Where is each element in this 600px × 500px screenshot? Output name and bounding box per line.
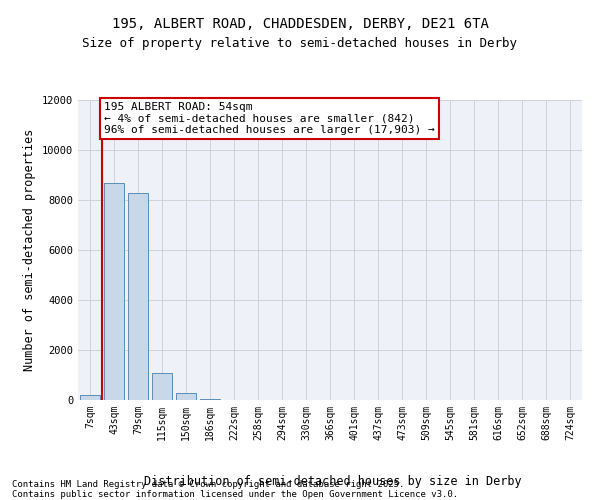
Bar: [128, 192, 148, 400]
Text: 195 ALBERT ROAD: 54sqm
← 4% of semi-detached houses are smaller (842)
96% of sem: 195 ALBERT ROAD: 54sqm ← 4% of semi-deta…: [104, 102, 434, 134]
Bar: [104, 182, 124, 400]
Bar: [152, 372, 172, 400]
Text: 195, ALBERT ROAD, CHADDESDEN, DERBY, DE21 6TA: 195, ALBERT ROAD, CHADDESDEN, DERBY, DE2…: [112, 18, 488, 32]
Text: Size of property relative to semi-detached houses in Derby: Size of property relative to semi-detach…: [83, 38, 517, 51]
Bar: [200, 398, 220, 400]
Bar: [80, 395, 100, 400]
Bar: [176, 392, 196, 400]
Text: Distribution of semi-detached houses by size in Derby: Distribution of semi-detached houses by …: [144, 474, 522, 488]
Text: Contains HM Land Registry data © Crown copyright and database right 2025.
Contai: Contains HM Land Registry data © Crown c…: [12, 480, 458, 499]
Y-axis label: Number of semi-detached properties: Number of semi-detached properties: [23, 129, 37, 371]
